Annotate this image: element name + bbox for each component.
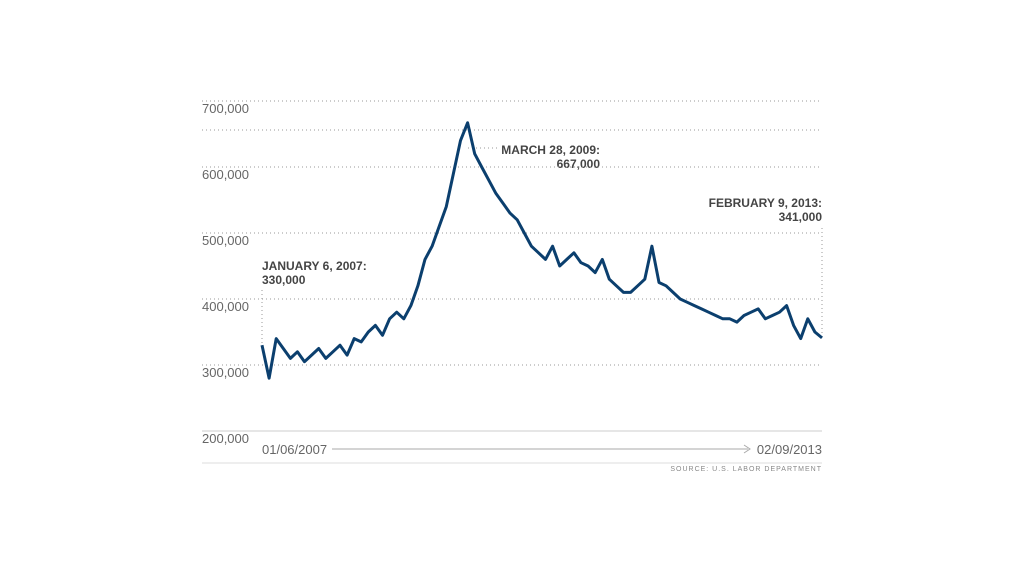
annotation: JANUARY 6, 2007:: [262, 259, 367, 273]
annotation: 341,000: [779, 210, 823, 224]
x-tick-label: 01/06/2007: [262, 442, 327, 457]
y-tick-label: 400,000: [202, 299, 249, 314]
annotation: FEBRUARY 9, 2013:: [709, 196, 822, 210]
y-tick-label: 300,000: [202, 365, 249, 380]
y-tick-label: 700,000: [202, 101, 249, 116]
source: SOURCE: U.S. LABOR DEPARTMENT: [670, 466, 822, 473]
arrow-head: [743, 444, 751, 454]
data-line: [260, 121, 823, 380]
source-vertical: SOURCE: U.S. LABOR DEPARTMENT: [1022, 10, 1024, 133]
y-tick-label: 600,000: [202, 167, 249, 182]
y-tick-label: 500,000: [202, 233, 249, 248]
x-tick-label: 02/09/2013: [757, 442, 822, 457]
y-tick-label: 200,000: [202, 431, 249, 446]
annotation: 667,000: [557, 157, 601, 171]
annotation: 330,000: [262, 273, 306, 287]
annotation: MARCH 28, 2009:: [501, 143, 600, 157]
